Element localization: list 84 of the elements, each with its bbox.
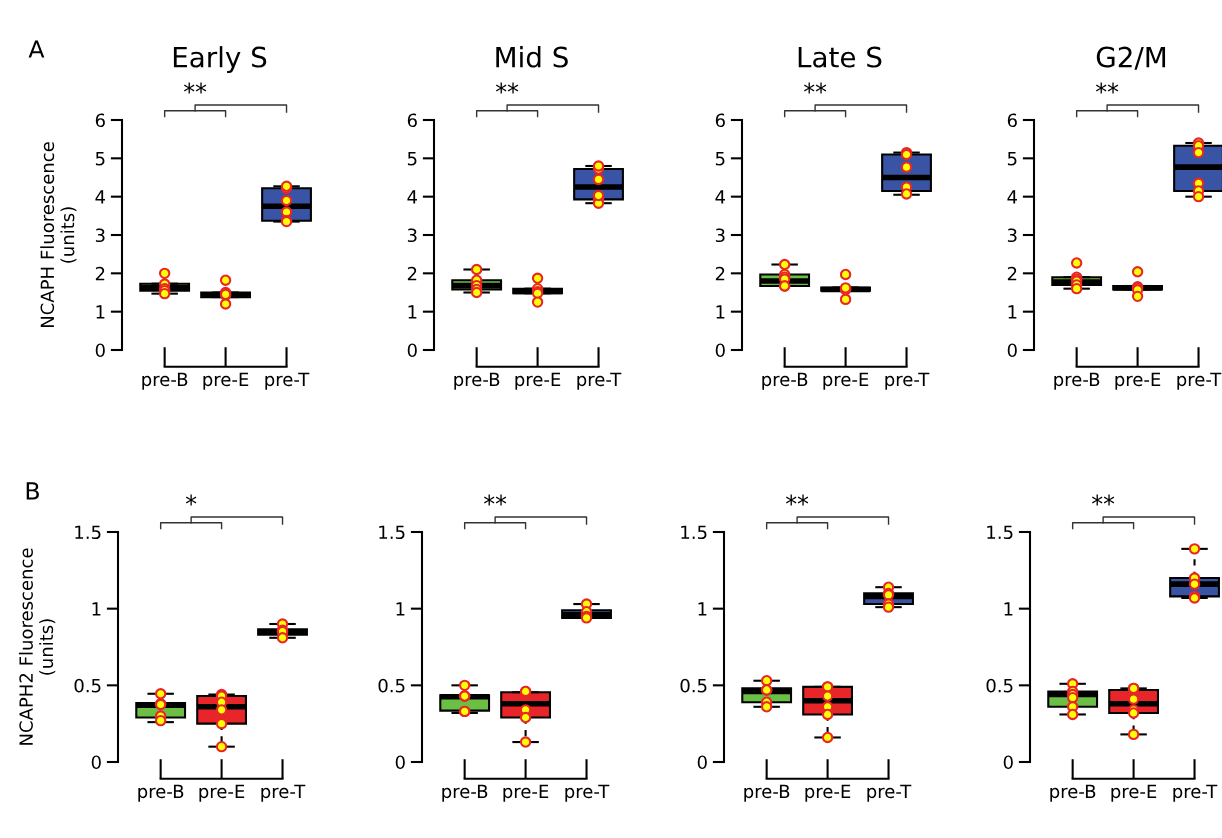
x-tick-label: pre-T [265, 372, 310, 390]
y-tick-label: 0.5 [680, 678, 707, 693]
y-tick-label: 6 [407, 113, 417, 128]
chart-title: Late S [798, 46, 882, 68]
text: A [28, 40, 45, 58]
x-tick-label: pre-T [565, 784, 610, 802]
y-tick-label: 2 [407, 266, 417, 281]
x-tick-label: pre-T [577, 372, 622, 390]
y-tick-label: 0 [1003, 755, 1013, 770]
y-tick-label: 0 [697, 755, 707, 770]
y-tick-label: 2 [1007, 266, 1017, 281]
y-tick-label: 1.5 [379, 525, 405, 540]
text: ** [184, 82, 207, 94]
x-tick-label: pre-E [199, 784, 245, 802]
text: ** [1092, 494, 1115, 506]
y-tick-label: 6 [1007, 113, 1017, 128]
y-axis-title: NCAPH2 Fluorescence (units) [18, 548, 56, 745]
y-tick-label: 5 [407, 152, 417, 166]
y-tick-label: 4 [407, 190, 418, 204]
y-tick-label: 0 [407, 343, 417, 358]
x-tick-label: pre-B [762, 372, 808, 390]
y-tick-label: 3 [715, 228, 725, 243]
x-tick-label: pre-T [1177, 372, 1222, 390]
y-tick-label: 1 [1008, 305, 1017, 319]
x-tick-label: pre-E [805, 784, 851, 802]
y-tick-label: 5 [715, 152, 725, 166]
y-tick-label: 3 [407, 228, 417, 243]
y-tick-label: 1 [408, 305, 417, 319]
chart-title: G2/M [1096, 46, 1166, 70]
y-axis-title: NCAPH Fluorescence (units) [40, 142, 77, 328]
x-tick-label: pre-B [454, 372, 500, 390]
x-tick-label: pre-B [1050, 784, 1096, 802]
y-tick-label: 1.5 [987, 525, 1013, 540]
y-tick-label: 4 [715, 190, 726, 204]
y-tick-label: 2 [715, 266, 725, 281]
y-tick-label: 6 [715, 113, 725, 128]
y-tick-label: 5 [95, 152, 105, 166]
y-tick-label: 1 [96, 305, 105, 319]
y-tick-label: 4 [95, 190, 106, 204]
text: * [185, 494, 197, 506]
x-tick-label: pre-E [823, 372, 869, 390]
y-tick-label: 5 [1007, 152, 1017, 166]
x-tick-label: pre-B [138, 784, 184, 802]
x-tick-label: pre-E [1115, 372, 1161, 390]
y-tick-label: 2 [95, 266, 105, 281]
y-tick-label: 1 [716, 305, 725, 319]
text: ** [804, 82, 827, 94]
y-tick-label: 0 [1007, 343, 1017, 358]
y-tick-label: 1 [1004, 602, 1013, 616]
text: ** [1096, 82, 1119, 94]
y-tick-label: 0 [715, 343, 725, 358]
text: ** [496, 82, 519, 94]
text: B [26, 482, 39, 500]
text: ** [786, 494, 809, 506]
y-tick-label: 0 [395, 755, 405, 770]
x-tick-label: pre-E [203, 372, 249, 390]
x-tick-label: pre-E [503, 784, 549, 802]
x-tick-label: pre-T [867, 784, 912, 802]
y-tick-label: 1 [396, 602, 405, 616]
y-tick-label: 4 [1007, 190, 1018, 204]
y-tick-label: 0.5 [74, 678, 101, 693]
y-tick-label: 1 [698, 602, 707, 616]
x-tick-label: pre-B [442, 784, 488, 802]
y-tick-label: 1 [92, 602, 101, 616]
y-tick-label: 1.5 [681, 525, 707, 540]
chart-title: Mid S [496, 46, 568, 68]
y-tick-label: 0 [91, 755, 101, 770]
x-tick-label: pre-E [515, 372, 561, 390]
y-tick-label: 6 [95, 113, 105, 128]
x-tick-label: pre-T [261, 784, 306, 802]
y-tick-label: 1.5 [75, 525, 101, 540]
text: ** [484, 494, 507, 506]
y-tick-label: 0.5 [986, 678, 1013, 693]
x-tick-label: pre-T [885, 372, 930, 390]
chart-title: Early S [173, 46, 267, 73]
y-tick-label: 3 [95, 228, 105, 243]
x-tick-label: pre-B [1054, 372, 1100, 390]
y-tick-label: 0.5 [378, 678, 405, 693]
y-tick-label: 3 [1007, 228, 1017, 243]
y-tick-label: 0 [95, 343, 105, 358]
x-tick-label: pre-B [142, 372, 188, 390]
x-tick-label: pre-E [1111, 784, 1157, 802]
x-tick-label: pre-B [744, 784, 790, 802]
x-tick-label: pre-T [1173, 784, 1218, 802]
